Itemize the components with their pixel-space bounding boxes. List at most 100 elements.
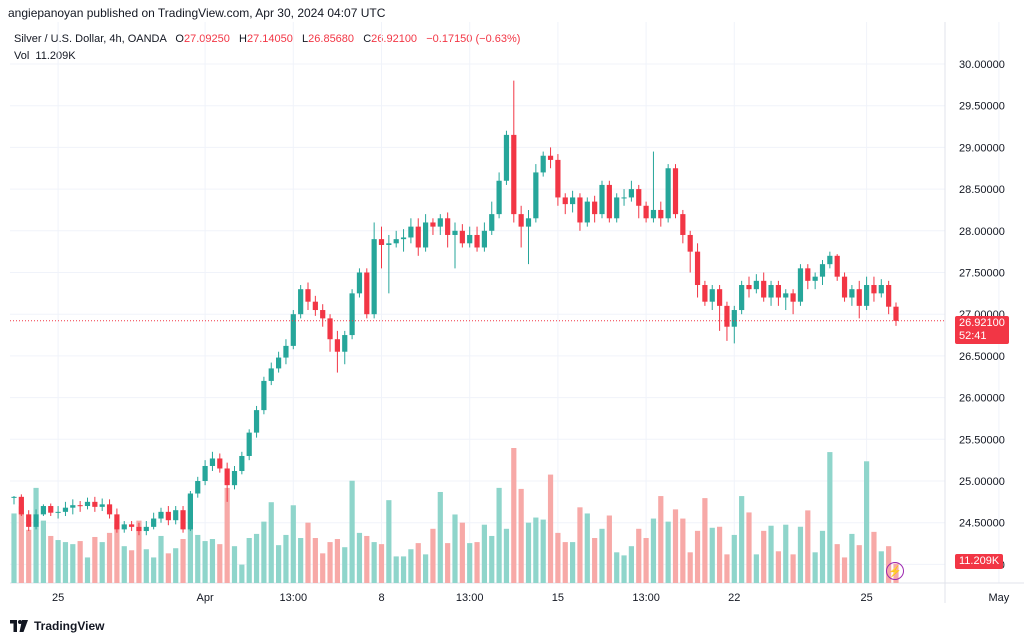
volume-bar <box>173 548 179 583</box>
volume-bar <box>224 487 230 583</box>
candle-body <box>672 168 679 215</box>
candle-body <box>606 184 612 219</box>
candle-body <box>577 197 583 223</box>
volume-bar <box>356 532 363 583</box>
candle-body <box>77 505 83 507</box>
candle-body <box>775 285 781 298</box>
volume-bar <box>437 491 443 583</box>
volume-bar <box>239 564 245 583</box>
low-value: 26.85680 <box>308 33 355 45</box>
candle-body <box>143 526 149 532</box>
candle-body <box>136 526 142 532</box>
volume-bar <box>871 531 877 583</box>
candle-body <box>217 458 223 469</box>
volume-bar <box>511 448 517 583</box>
candle-body <box>298 289 304 315</box>
tradingview-logo-icon <box>10 620 28 632</box>
candle-body <box>261 380 267 411</box>
volume-bar <box>503 528 510 583</box>
volume-bar <box>268 502 274 583</box>
candle-body <box>621 197 627 199</box>
volume-bar <box>547 474 554 583</box>
lightning-icon[interactable]: ⚡ <box>886 562 904 580</box>
volume-bar <box>430 528 436 583</box>
volume-bar <box>746 512 752 583</box>
candle-body <box>665 168 671 219</box>
candle-body <box>886 285 892 307</box>
volume-bar <box>540 519 546 583</box>
volume-bar <box>151 557 157 583</box>
volume-bar <box>775 551 781 583</box>
candle-body <box>224 468 230 486</box>
candle-body <box>209 458 216 466</box>
candle-body <box>731 310 737 327</box>
volume-bar <box>106 532 113 583</box>
volume-bar <box>253 533 260 583</box>
volume-bar <box>33 487 39 583</box>
volume-bar <box>246 538 252 583</box>
candle-body <box>276 357 282 369</box>
volume-bar <box>878 551 884 583</box>
candle-body <box>129 524 135 527</box>
candle-body <box>165 511 171 521</box>
volume-bar <box>305 522 311 583</box>
candle-body <box>739 285 745 311</box>
volume-bar <box>143 549 149 583</box>
volume-bar <box>349 480 355 583</box>
candle-body <box>173 510 179 521</box>
volume-bar <box>408 549 414 583</box>
volume-bar <box>99 542 105 583</box>
volume-bar <box>48 535 54 583</box>
volume-bar <box>606 515 612 583</box>
volume-bar <box>525 522 532 583</box>
volume-bar <box>467 543 473 583</box>
volume-bar <box>709 527 715 583</box>
candle-body <box>856 289 862 306</box>
candle-body <box>445 218 451 235</box>
candle-body <box>342 335 348 352</box>
candle-body <box>694 251 701 286</box>
volume-bar <box>121 546 127 583</box>
symbol-name[interactable]: Silver / U.S. Dollar, 4h, OANDA <box>14 33 167 45</box>
volume-bar <box>459 522 465 583</box>
candle-body <box>268 368 274 381</box>
candle-body <box>11 496 17 498</box>
candle-body <box>518 214 524 227</box>
open-value: 27.09250 <box>183 33 230 45</box>
footer-brand: TradingView <box>10 619 104 633</box>
volume-bar <box>84 557 91 583</box>
volume-bar <box>114 523 120 583</box>
candle-body <box>246 432 252 456</box>
candle-body <box>650 209 657 219</box>
candle-body <box>533 172 539 219</box>
candle-body <box>290 314 296 346</box>
volume-bar <box>298 538 304 583</box>
volume-bar <box>717 526 723 583</box>
candle-body <box>70 505 76 508</box>
candle-body <box>55 511 61 513</box>
price-tick-label: 30.00000 <box>959 59 1005 71</box>
candle-body <box>378 239 385 245</box>
candle-body <box>628 189 634 198</box>
price-tick-label: 24.50000 <box>959 518 1005 530</box>
volume-bar <box>599 528 605 583</box>
high-label: H <box>239 33 247 45</box>
volume-bar <box>158 535 164 583</box>
candle-body <box>819 264 826 277</box>
candle-body <box>687 234 693 252</box>
volume-bar <box>658 496 664 583</box>
last-price-value: 26.92100 <box>959 317 1005 329</box>
volume-bar <box>18 506 24 583</box>
volume-bar <box>40 520 46 583</box>
candle-body <box>253 410 260 433</box>
candle-body <box>121 524 127 530</box>
volume-bar <box>217 544 223 583</box>
candle-body <box>658 209 664 219</box>
volume-bar <box>761 530 767 583</box>
volume-bar <box>643 538 649 583</box>
footer-brand-label: TradingView <box>34 619 105 633</box>
volume-bar <box>834 544 840 583</box>
volume-bar <box>518 488 524 583</box>
volume-legend: Vol 11.209K <box>14 50 76 62</box>
